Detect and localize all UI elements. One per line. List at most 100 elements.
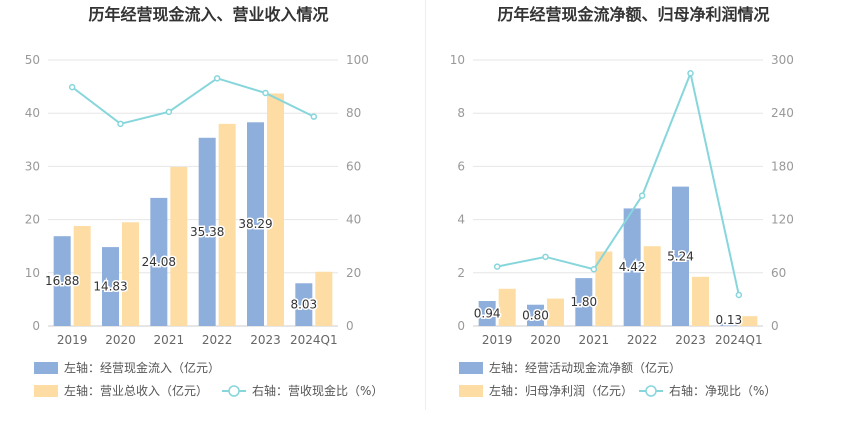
panel-divider [425, 0, 426, 410]
ratio-point [542, 253, 549, 261]
left-axis-tick: 20 [25, 213, 40, 227]
legend-swatch-marker [645, 385, 657, 397]
bar-series2 [315, 271, 333, 326]
bar-series1 [102, 247, 119, 326]
left-axis-tick: 50 [25, 53, 40, 67]
left-axis-tick: 8 [457, 106, 465, 120]
category-label: 2020 [530, 333, 561, 347]
right-axis-tick: 60 [346, 159, 361, 173]
legend-item-line: 右轴：营收现金比（%） [222, 383, 383, 398]
left-axis-tick: 10 [450, 53, 465, 67]
right-axis-tick: 100 [346, 53, 369, 67]
left-axis-tick: 4 [457, 213, 465, 227]
chart-title: 历年经营现金流入、营业收入情况 [88, 5, 328, 24]
data-label: 24.08 [142, 255, 176, 269]
bar-series2 [547, 298, 564, 326]
data-label: 35.38 [190, 225, 224, 239]
bar-series1 [295, 283, 313, 326]
ratio-point [687, 70, 694, 77]
ratio-line [71, 77, 315, 125]
right-axis-tick: 240 [771, 106, 794, 120]
data-label: 14.83 [93, 280, 127, 294]
data-label: 5.24 [667, 249, 694, 263]
category-label: 2021 [154, 333, 185, 347]
data-label: 0.94 [474, 306, 501, 320]
left-axis-tick: 30 [25, 159, 40, 173]
bar-series2 [73, 225, 91, 326]
right-axis-tick: 180 [771, 159, 794, 173]
ratio-point [638, 192, 646, 199]
bar-series1 [247, 122, 264, 326]
ratio-point [590, 266, 598, 273]
legend-item-bar2: 左轴：营业总收入（亿元） [34, 383, 208, 398]
bar-series2 [170, 166, 188, 326]
legend-item-bar1: 左轴：经营现金流入（亿元） [34, 360, 220, 375]
bar-series2 [218, 123, 236, 326]
left-axis-tick: 6 [457, 159, 465, 173]
legend-label: 左轴：经营现金流入（亿元） [64, 360, 220, 375]
left-axis-tick: 40 [25, 106, 40, 120]
legend-label: 右轴：营收现金比（%） [252, 383, 383, 398]
data-label: 1.80 [570, 295, 597, 309]
left-axis-tick: 0 [32, 319, 40, 333]
legend-swatch [459, 385, 483, 397]
chart-title: 历年经营现金流净额、归母净利润情况 [497, 5, 769, 24]
data-label: 8.03 [290, 298, 317, 312]
right-axis-tick: 40 [346, 213, 361, 227]
category-label: 2020 [105, 333, 136, 347]
ratio-point [493, 263, 501, 270]
bar-series2 [692, 276, 709, 326]
legend-label: 左轴：营业总收入（亿元） [64, 383, 208, 398]
ratio-point [735, 291, 743, 299]
right-axis-tick: 80 [346, 106, 361, 120]
bar-series2 [498, 288, 516, 326]
legend-item-bar2: 左轴：归母净利润（亿元） [459, 383, 633, 398]
bar-series2 [740, 316, 758, 326]
ratio-point [117, 120, 124, 128]
legend-swatch [459, 362, 483, 374]
right-axis-tick: 0 [771, 319, 779, 333]
ratio-line [496, 69, 740, 296]
left-chart-panel: 历年经营现金流入、营业收入情况 0 0 10 20 20 40 30 60 40 80 50 100 20… [25, 5, 384, 398]
left-axis-tick: 10 [25, 266, 40, 280]
legend-label: 左轴：经营活动现金流净额（亿元） [489, 360, 681, 375]
legend-item-bar1: 左轴：经营活动现金流净额（亿元） [459, 360, 681, 375]
right-axis-tick: 0 [346, 319, 354, 333]
category-label: 2022 [202, 333, 233, 347]
legend-item-line: 右轴：净现比（%） [639, 383, 776, 398]
ratio-point [68, 83, 76, 91]
data-label: 38.29 [238, 217, 272, 231]
right-axis-tick: 300 [771, 53, 794, 67]
data-label: 0.80 [522, 308, 549, 322]
legend-label: 右轴：净现比（%） [669, 383, 776, 398]
data-label: 4.42 [619, 260, 646, 274]
bar-series1 [623, 208, 641, 326]
ratio-point [262, 89, 269, 97]
bar-series1 [150, 197, 168, 326]
category-label: 2021 [579, 333, 610, 347]
ratio-point [213, 75, 221, 82]
category-label: 2019 [482, 333, 513, 347]
right-axis-tick: 60 [771, 266, 786, 280]
category-label: 2024Q1 [715, 333, 763, 347]
legend-swatch-marker [228, 385, 240, 397]
category-label: 2022 [627, 333, 658, 347]
bar-series1 [478, 300, 496, 326]
chart-svg: 历年经营现金流净额、归母净利润情况 0 0 2 60 4 120 6 180 8 240 10 300 2… [450, 5, 794, 398]
bar-series1 [198, 137, 216, 326]
right-chart-panel: 历年经营现金流净额、归母净利润情况 0 0 2 60 4 120 6 180 8 240 10 300 2… [425, 0, 850, 437]
right-axis-tick: 120 [771, 213, 794, 227]
ratio-point [310, 113, 318, 120]
category-label: 2023 [250, 333, 281, 347]
legend-swatch [34, 385, 58, 397]
bar-series2 [595, 251, 613, 326]
bar-series1 [527, 304, 544, 326]
bar-series2 [643, 246, 661, 326]
left-axis-tick: 2 [457, 266, 465, 280]
legend-label: 左轴：归母净利润（亿元） [489, 383, 633, 398]
data-label: 16.88 [45, 274, 79, 288]
category-label: 2023 [675, 333, 706, 347]
bar-series1 [53, 236, 71, 326]
right-axis-tick: 20 [346, 266, 361, 280]
